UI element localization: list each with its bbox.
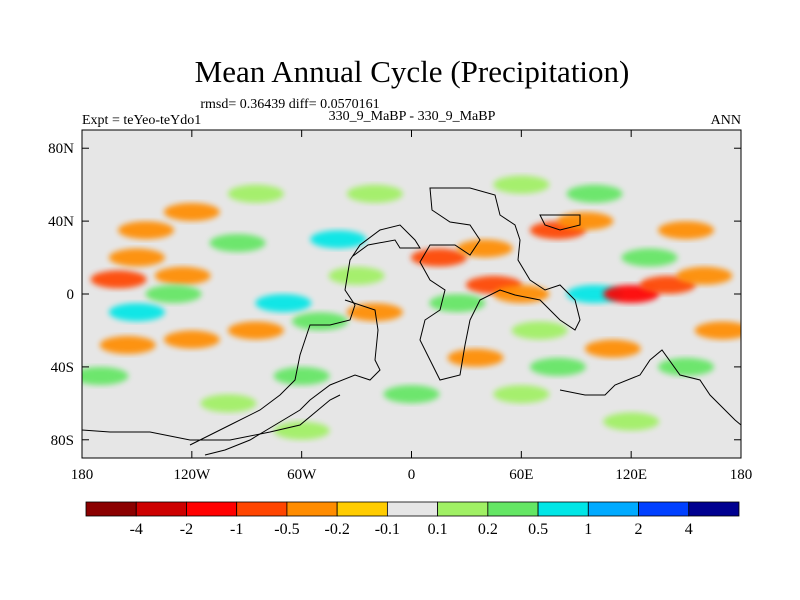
y-tick-label: 80S: [51, 433, 74, 449]
colorbar-box: [437, 501, 489, 517]
colorbar-box: [236, 501, 288, 517]
x-tick-label: 60E: [509, 467, 533, 483]
coastline-america: [189, 224, 421, 446]
y-tick-label: 0: [67, 287, 75, 303]
field-patch: [82, 367, 129, 385]
x-tick-label: 180: [71, 467, 94, 483]
field-patch: [227, 184, 284, 203]
field-patch: [200, 394, 257, 413]
field-patch: [456, 239, 513, 258]
colorbar-label: 2: [635, 521, 643, 538]
field-patch: [447, 348, 504, 367]
colorbar-box: [336, 501, 388, 517]
x-tick-label: 120E: [615, 467, 647, 483]
colorbar-label: -2: [180, 521, 193, 538]
colorbar-label: -0.2: [324, 521, 349, 538]
field-patch: [511, 321, 568, 340]
coastline-antarctica: [82, 394, 341, 441]
field-patch: [108, 248, 165, 267]
field-patch: [118, 221, 175, 240]
field-patch: [328, 266, 385, 285]
field-patch: [694, 321, 741, 340]
field-patch: [163, 330, 220, 349]
field-patch: [346, 184, 403, 203]
field-patch: [90, 270, 147, 289]
colorbar-label: -1: [230, 521, 243, 538]
stats-label: rmsd= 0.36439 diff= 0.0570161: [200, 97, 379, 112]
colorbar-box: [85, 501, 137, 517]
colorbar-box: [286, 501, 338, 517]
field-patch: [603, 412, 660, 431]
y-axis: 80N 40N 0 40S 80S: [48, 141, 741, 449]
field-patch: [584, 339, 641, 358]
colorbar-box: [487, 501, 539, 517]
field-patch: [163, 203, 220, 221]
x-tick-label: 0: [408, 467, 416, 483]
field-patch: [429, 294, 486, 313]
colorbar-label: -0.1: [375, 521, 400, 538]
coastline-australia: [559, 349, 741, 426]
field-patch: [227, 321, 284, 340]
continent-outlines: [82, 187, 741, 456]
coastline-africa: [419, 187, 581, 381]
colorbar-box: [135, 501, 187, 517]
colorbar-box: [688, 501, 740, 517]
field-patch: [676, 266, 733, 285]
colorbar-box: [638, 501, 690, 517]
colorbar-label: -4: [130, 521, 143, 538]
precip-field: [82, 175, 741, 440]
field-patch: [529, 357, 586, 376]
x-tick-label: 180: [730, 467, 753, 483]
right-label: ANN: [711, 113, 741, 128]
field-patch: [145, 285, 202, 303]
x-tick-label: 60W: [287, 467, 317, 483]
field-patch: [154, 266, 211, 285]
x-tick-label: 120W: [173, 467, 211, 483]
y-tick-label: 80N: [48, 141, 74, 157]
field-patch: [108, 303, 165, 322]
field-patch: [273, 421, 330, 440]
field-patch: [291, 312, 348, 331]
y-tick-label: 40S: [51, 360, 74, 376]
colorbar-label: 1: [584, 521, 592, 538]
field-patch: [255, 294, 312, 313]
x-axis: 180 120W 60W 0 60E 120E 180: [71, 130, 753, 483]
coastline-south-america: [204, 299, 381, 456]
field-patch: [557, 212, 614, 231]
field-patch: [566, 184, 623, 203]
colorbar-box: [386, 501, 439, 517]
left-label: Expt = teYeo-teYdo1: [82, 113, 201, 128]
colorbar-box: [186, 501, 238, 517]
y-tick-label: 40N: [48, 214, 74, 230]
field-patch: [383, 385, 440, 404]
field-patch: [493, 175, 550, 194]
colorbar: -4 -2 -1 -0.5 -0.2 -0.1 0.1 0.2 0.5 1 2 4: [85, 501, 740, 538]
center-label: 330_9_MaBP - 330_9_MaBP: [329, 109, 496, 124]
field-patch: [209, 233, 266, 252]
colorbar-label: 0.5: [528, 521, 548, 538]
colorbar-label: 0.1: [428, 521, 448, 538]
field-patch: [658, 357, 715, 376]
field-patch: [310, 230, 367, 249]
field-patch: [493, 385, 550, 404]
colorbar-label: -0.5: [274, 521, 299, 538]
colorbar-label: 4: [685, 521, 693, 538]
coastline-asia: [539, 214, 581, 231]
chart-title: Mean Annual Cycle (Precipitation): [195, 54, 630, 89]
colorbar-box: [587, 501, 639, 517]
field-patch: [99, 336, 156, 355]
field-patch: [273, 367, 330, 385]
field-patch: [658, 221, 715, 240]
colorbar-box: [537, 501, 589, 517]
colorbar-label: 0.2: [478, 521, 498, 538]
field-patch: [493, 285, 550, 303]
field-patch: [621, 248, 678, 267]
